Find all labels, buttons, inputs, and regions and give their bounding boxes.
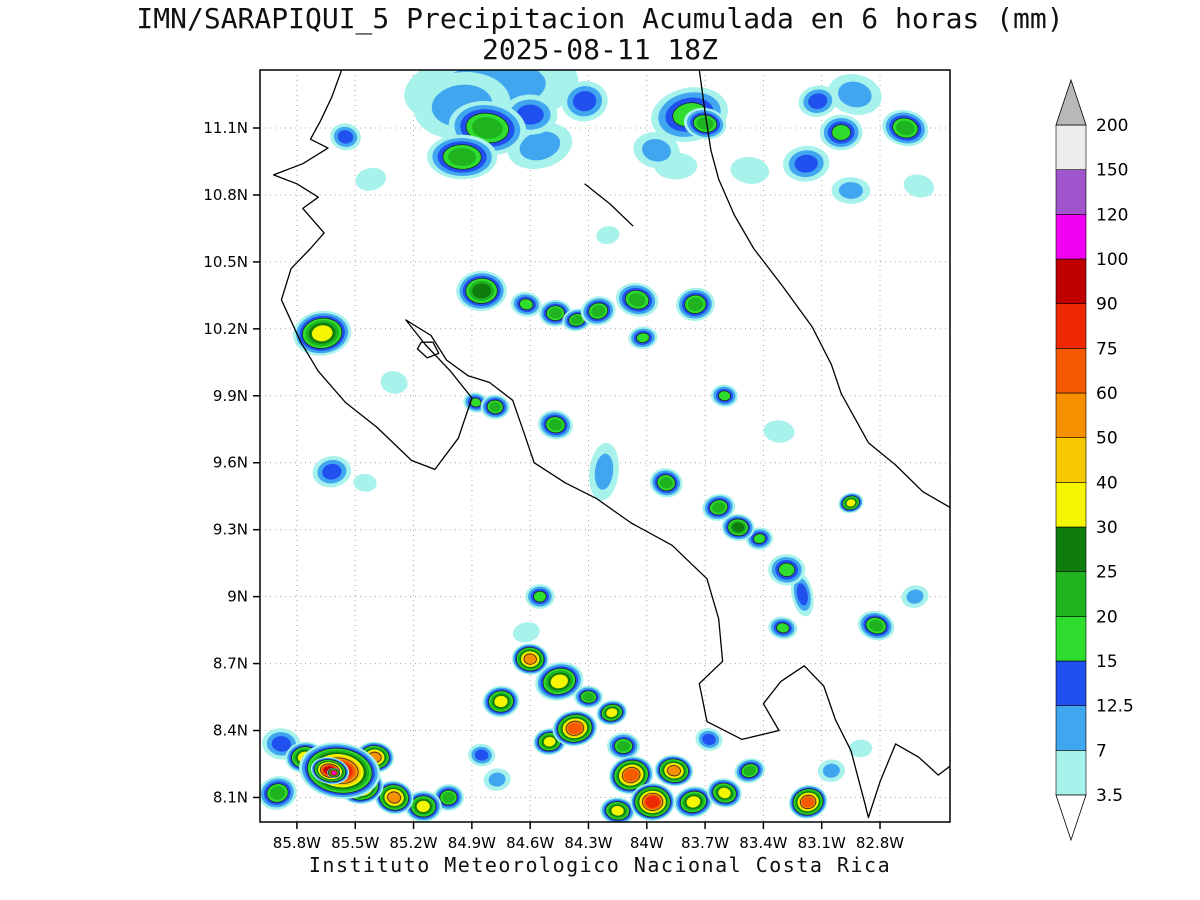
y-tick-label: 10.2N xyxy=(203,320,248,338)
x-tick-label: 85.8W xyxy=(273,834,321,852)
y-tick-label: 9N xyxy=(227,588,248,606)
chart-title: IMN/SARAPIQUI_5 Precipitacion Acumulada … xyxy=(136,2,1064,35)
colorbar-tick-label: 120 xyxy=(1096,205,1128,225)
x-tick-label: 83.4W xyxy=(739,834,787,852)
colorbar-tick-label: 60 xyxy=(1096,384,1118,404)
coastline xyxy=(272,70,950,819)
colorbar-tick-label: 20 xyxy=(1096,607,1118,627)
colorbar-tick-label: 90 xyxy=(1096,295,1118,315)
y-tick-label: 9.9N xyxy=(213,387,248,405)
x-tick-label: 84.9W xyxy=(448,834,496,852)
y-tick-label: 10.5N xyxy=(203,253,248,271)
colorbar-tick-label: 75 xyxy=(1096,339,1118,359)
x-tick-label: 84W xyxy=(630,834,664,852)
colorbar-tick-label: 15 xyxy=(1096,652,1118,672)
colorbar: 3.5 7 12.5 15 20 25 30 40 50 60 75 90 100 120 150 200 xyxy=(1055,78,1134,842)
y-tick-label: 8.4N xyxy=(213,722,248,740)
chart-subtitle: 2025-08-11 18Z xyxy=(481,33,718,66)
colorbar-tick-label: 30 xyxy=(1096,518,1118,538)
colorbar-over-arrow xyxy=(1055,78,1087,126)
x-tick-label: 82.8W xyxy=(856,834,904,852)
colorbar-tick-label: 50 xyxy=(1096,429,1118,449)
colorbar-tick-label: 40 xyxy=(1096,473,1118,493)
precipitation-cells xyxy=(260,70,935,822)
colorbar-tick-label: 3.5 xyxy=(1096,786,1123,806)
colorbar-tick-label: 100 xyxy=(1096,250,1128,270)
attribution-text: Instituto Meteorologico Nacional Costa R… xyxy=(308,853,892,877)
plot-frame xyxy=(259,69,951,823)
x-tick-label: 84.6W xyxy=(506,834,554,852)
y-tick-label: 8.1N xyxy=(213,789,248,807)
colorbar-tick-label: 12.5 xyxy=(1096,697,1134,717)
colorbar-tick-label: 7 xyxy=(1096,741,1107,761)
y-tick-label: 11.1N xyxy=(203,119,248,137)
x-tick-label: 84.3W xyxy=(564,834,612,852)
colorbar-under-arrow xyxy=(1055,794,1087,842)
x-tick-label: 85.5W xyxy=(331,834,379,852)
x-tick-label: 83.1W xyxy=(798,834,846,852)
colorbar-tick-label: 150 xyxy=(1096,161,1128,181)
y-tick-label: 10.8N xyxy=(203,186,248,204)
colorbar-tick-label: 200 xyxy=(1096,116,1128,136)
y-tick-label: 9.3N xyxy=(213,521,248,539)
x-tick-label: 85.2W xyxy=(389,834,437,852)
island-outline xyxy=(416,341,440,359)
colorbar-tick-label: 25 xyxy=(1096,563,1118,583)
y-tick-label: 9.6N xyxy=(213,454,248,472)
x-tick-label: 83.7W xyxy=(681,834,729,852)
y-tick-label: 8.7N xyxy=(213,655,248,673)
